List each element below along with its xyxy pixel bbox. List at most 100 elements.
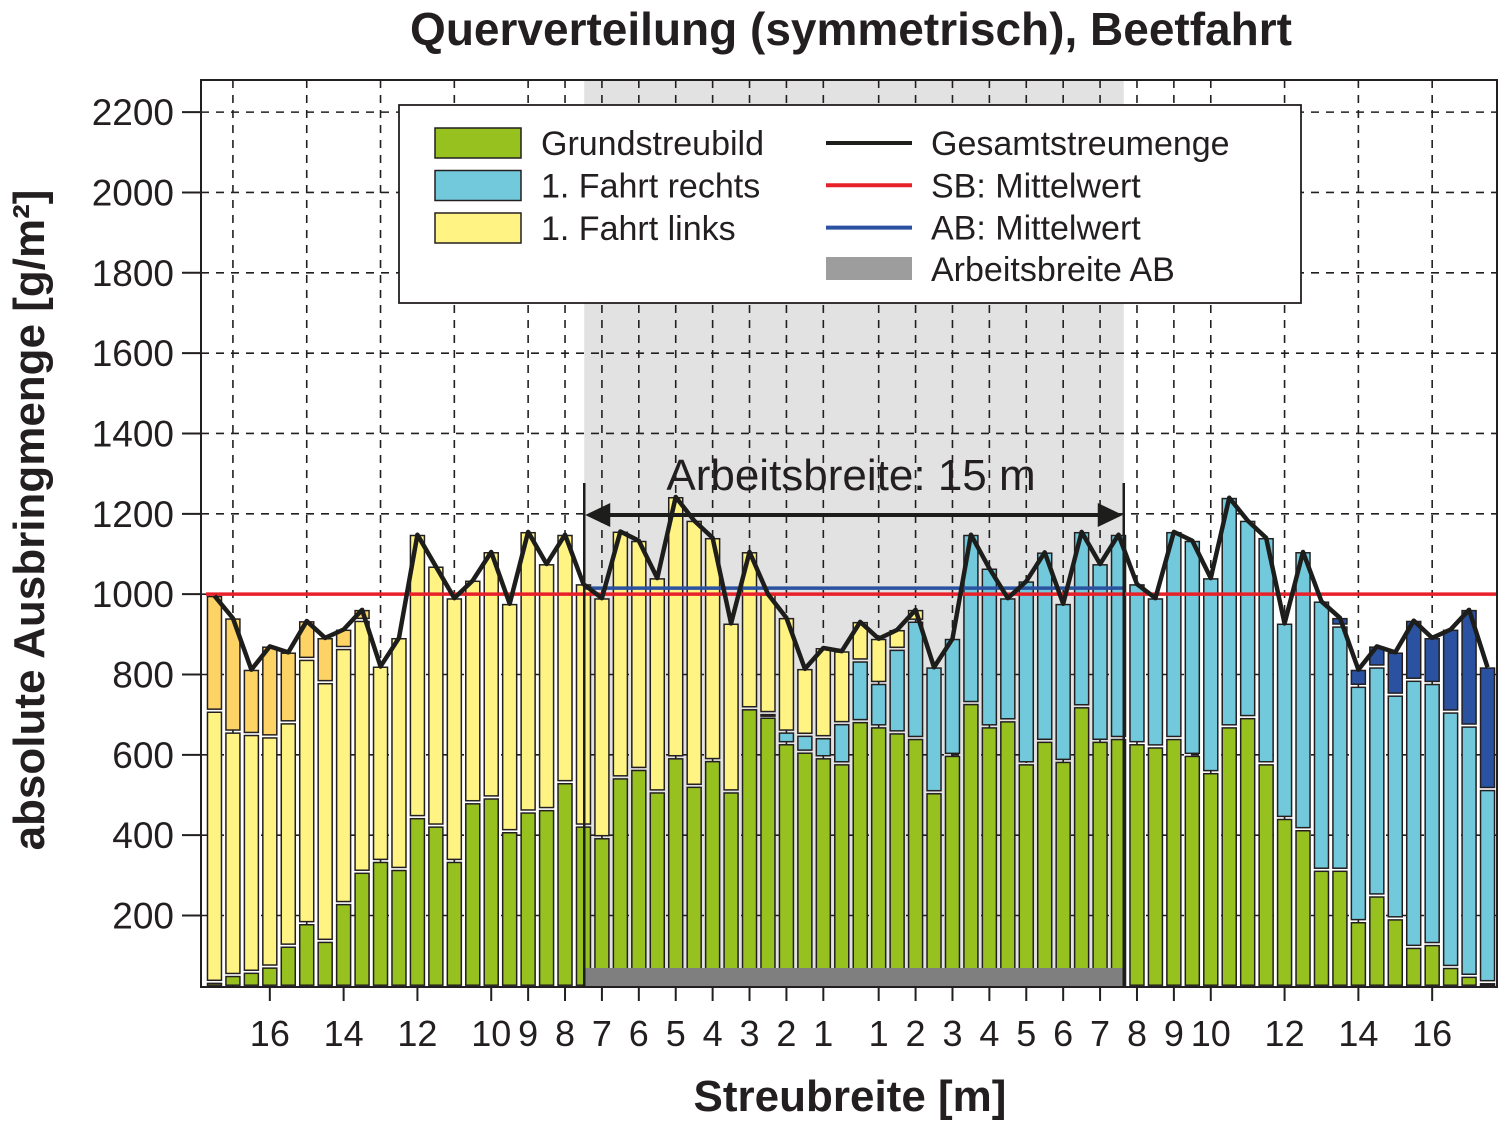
bar-segment <box>926 667 942 792</box>
y-tick-label: 1200 <box>92 494 174 535</box>
bar-segment <box>1092 564 1108 741</box>
bar-segment <box>1350 686 1367 921</box>
y-tick-label: 1000 <box>92 574 174 615</box>
bar-segment <box>262 967 278 986</box>
x-tick-label: 6 <box>629 1013 649 1054</box>
bar-segment <box>778 744 795 986</box>
x-tick-label: 7 <box>1090 1013 1110 1054</box>
bar-segment <box>1332 870 1348 986</box>
bar-segment <box>1036 741 1053 986</box>
bar-segment <box>1479 667 1496 789</box>
x-tick-label: 4 <box>703 1013 723 1054</box>
bar-segment <box>1221 727 1237 986</box>
bar-segment <box>391 637 407 869</box>
bar-segment <box>797 752 813 986</box>
bar-segment <box>335 903 352 986</box>
bar-segment <box>428 826 444 986</box>
bar-segment <box>944 638 961 755</box>
x-tick-label: 6 <box>1053 1013 1073 1054</box>
bar-segment <box>760 713 776 717</box>
bar-segment <box>1350 921 1367 986</box>
legend-label: 1. Fahrt links <box>541 210 736 248</box>
bar-segment <box>1000 598 1016 720</box>
bar-segment <box>1332 626 1348 869</box>
bar-segment <box>1258 764 1274 986</box>
bar-segment <box>538 809 555 986</box>
bar-segment <box>889 733 905 986</box>
legend-label: Grundstreubild <box>541 125 764 163</box>
bar-segment <box>760 594 776 713</box>
legend-label: Gesamtstreumenge <box>931 125 1230 163</box>
bar-segment <box>1036 552 1053 741</box>
bar-segment <box>465 803 481 986</box>
bar-segment <box>354 872 370 986</box>
total-amount-line <box>212 494 1490 672</box>
legend-label: SB: Mittelwert <box>931 167 1141 205</box>
bar-segment <box>372 666 389 861</box>
bar-segment <box>870 727 887 986</box>
x-tick-label: 9 <box>518 1013 538 1054</box>
x-tick-label: 1 <box>813 1013 833 1054</box>
bar-segment <box>1461 726 1477 976</box>
x-tick-label: 5 <box>1016 1013 1036 1054</box>
x-tick-label: 3 <box>740 1013 760 1054</box>
bar-segment <box>501 603 518 831</box>
x-tick-label: 12 <box>397 1013 437 1054</box>
bar-segment <box>1424 944 1440 986</box>
x-tick-label: 16 <box>250 1013 290 1054</box>
bar-segment <box>778 732 795 743</box>
x-tick-label: 12 <box>1265 1013 1305 1054</box>
legend-label: AB: Mittelwert <box>931 210 1141 248</box>
bar-segment <box>1147 598 1164 746</box>
bar-segment <box>1424 637 1440 683</box>
bar-segment <box>594 838 610 986</box>
bar-segment <box>243 734 260 971</box>
legend-swatch <box>434 212 522 244</box>
y-tick-label: 200 <box>112 896 174 937</box>
bar-segment <box>225 975 241 986</box>
bar-segment <box>1055 761 1071 986</box>
bar-segment <box>1166 531 1182 738</box>
bar-segment <box>1129 584 1145 743</box>
bar-segment <box>1442 712 1459 967</box>
bar-segment <box>1184 540 1201 755</box>
bar-segment <box>1461 976 1477 986</box>
y-tick-label: 1800 <box>92 253 174 294</box>
legend-swatch <box>434 127 522 159</box>
bar-segment <box>1424 683 1440 944</box>
bar-segment <box>1073 707 1090 986</box>
bar-segment <box>704 760 721 986</box>
bar-segment <box>483 798 499 986</box>
bar-segment <box>1369 896 1385 986</box>
bar-segment <box>870 638 887 683</box>
bar-segment <box>797 735 813 751</box>
bar-segment <box>981 727 998 986</box>
bar-segment <box>538 564 555 809</box>
bar-segment <box>206 595 223 710</box>
bar-segment <box>631 540 647 769</box>
bar-segment <box>354 620 370 871</box>
x-tick-label: 9 <box>1164 1013 1184 1054</box>
y-tick-label: 2200 <box>92 92 174 133</box>
bar-segment <box>963 703 979 986</box>
bar-segment <box>723 623 739 791</box>
bar-segment <box>1276 623 1293 818</box>
bar-segment <box>409 817 426 986</box>
y-tick-label: 1600 <box>92 333 174 374</box>
bar-segment <box>1055 603 1071 761</box>
bar-segment <box>631 769 647 986</box>
bar-segment <box>1166 738 1182 986</box>
bar-segment <box>1239 717 1256 986</box>
bar-segment <box>667 496 684 757</box>
bar-segment <box>298 923 315 986</box>
x-tick-label: 8 <box>1127 1013 1147 1054</box>
x-tick-label: 10 <box>471 1013 511 1054</box>
bar-segment <box>1405 947 1422 986</box>
bar-segment <box>225 732 241 975</box>
bar-segment <box>723 792 739 986</box>
bar-segment <box>1203 772 1219 986</box>
bar-segment <box>815 758 832 986</box>
bar-segment <box>1203 578 1219 772</box>
bar-segment <box>1239 520 1256 717</box>
